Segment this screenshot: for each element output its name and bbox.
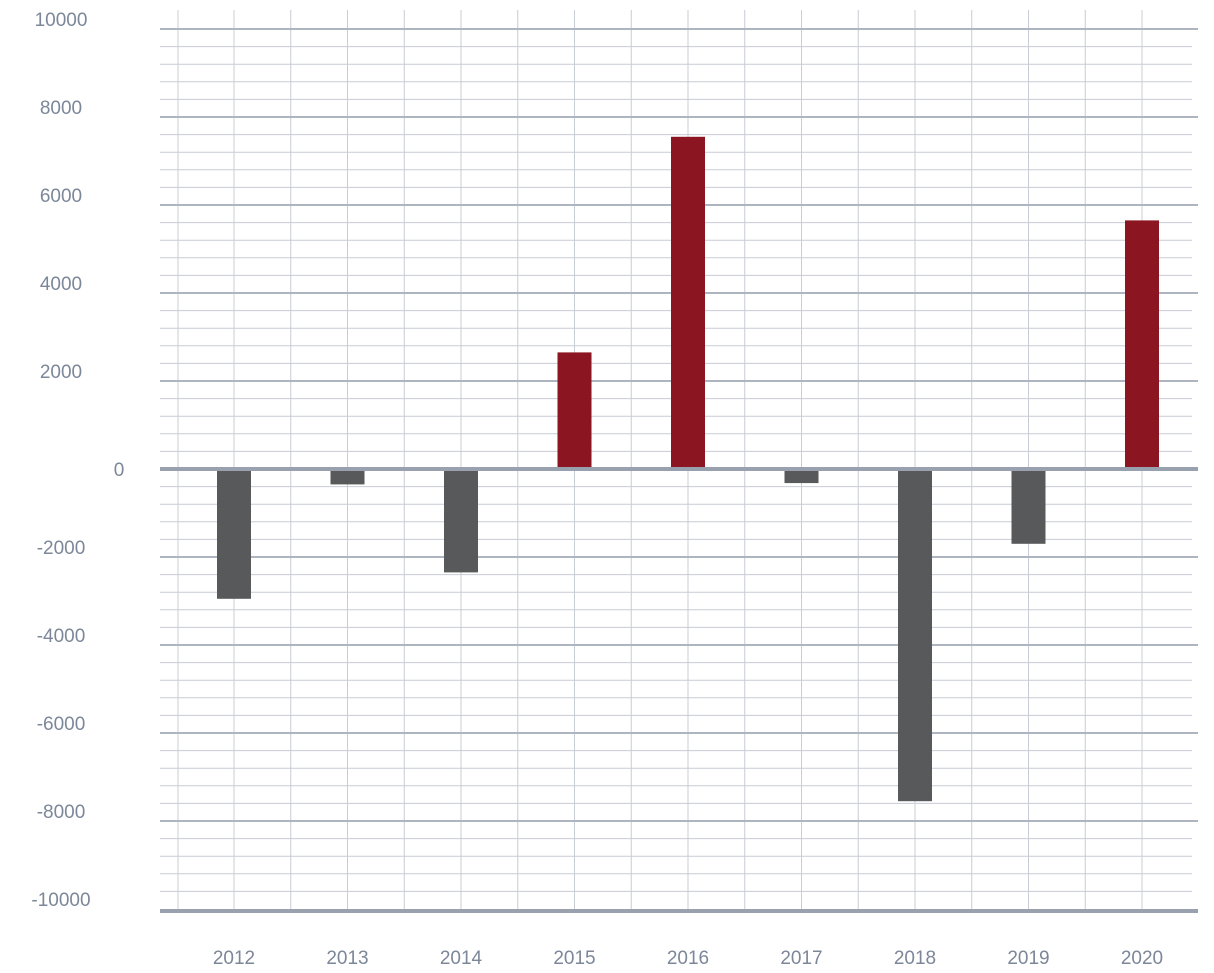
bar-2016 [671,136,705,470]
y-tick-label: -8000 [37,802,86,823]
y-tick-label: 8000 [40,98,82,119]
x-tick-label: 2014 [440,948,483,969]
bar-2018 [898,469,932,802]
y-tick-labels: 10000 8000 6000 4000 2000 0 -2000 -4000 -6000 -80… [31,10,124,911]
y-tick-label: -2000 [37,538,86,559]
x-tick-label: 2018 [894,948,936,969]
x-tick-label: 2012 [213,948,255,969]
y-tick-label: 10000 [35,10,88,31]
y-tick-label: 2000 [40,362,82,383]
bar-2020 [1125,220,1159,469]
x-tick-labels: 2012 2013 2014 2015 2016 2017 2018 2019 2020 [213,948,1163,969]
bar-2014 [444,469,478,573]
bar-2015 [557,352,592,469]
x-tick-label: 2017 [780,948,822,969]
x-tick-label: 2015 [553,948,595,969]
y-tick-label: -4000 [37,626,86,647]
y-tick-label: 4000 [40,274,82,295]
y-tick-label: 6000 [40,186,82,207]
axes [160,467,1198,913]
bar-2017 [784,469,819,484]
x-tick-label: 2020 [1121,948,1163,969]
x-tick-label: 2019 [1007,948,1049,969]
y-tick-label: 0 [114,460,125,481]
y-tick-label: -6000 [37,714,86,735]
bar-2019 [1011,469,1046,544]
bar-2012 [217,469,251,599]
bars [217,136,1159,802]
bar-2013 [330,469,365,485]
y-tick-label: -10000 [31,890,90,911]
x-tick-label: 2013 [326,948,368,969]
x-tick-label: 2016 [667,948,709,969]
